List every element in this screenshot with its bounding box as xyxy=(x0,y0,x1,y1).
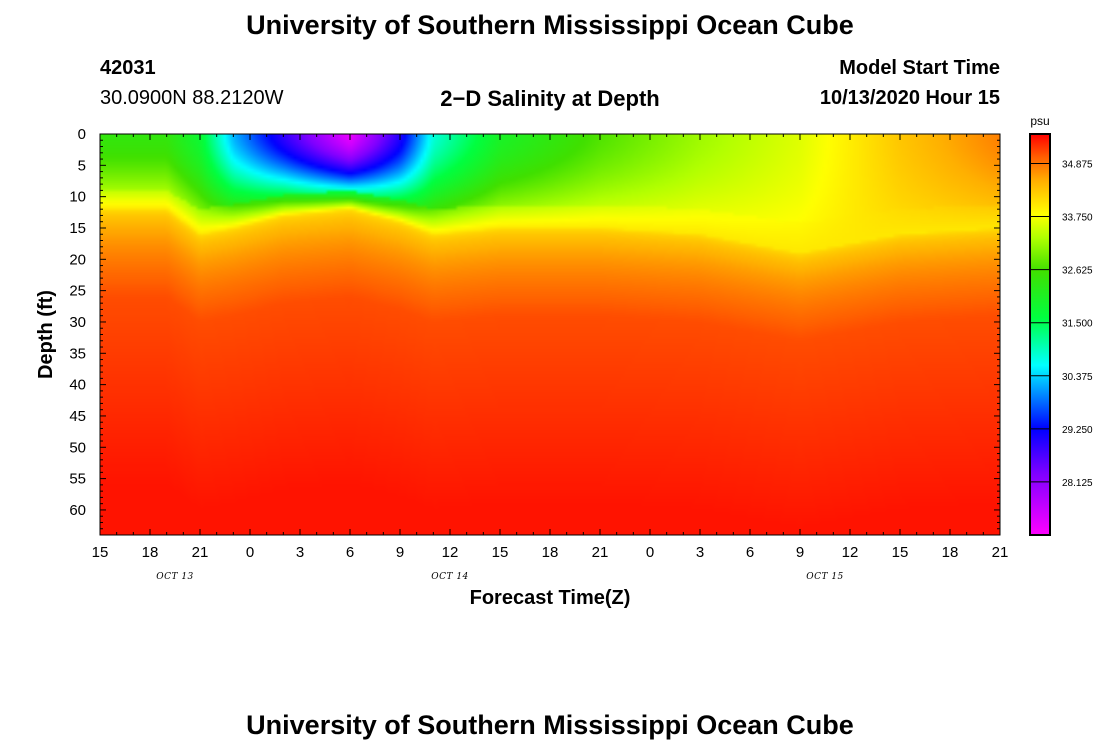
y-tick-label: 45 xyxy=(69,408,86,425)
y-tick-label: 50 xyxy=(69,439,86,456)
x-tick-label: 3 xyxy=(296,544,304,561)
x-tick-label: 3 xyxy=(696,544,704,561)
date-label: OCT 14 xyxy=(431,572,469,582)
colorbar-label: 31.500 xyxy=(1062,319,1093,330)
colorbar-label: 30.375 xyxy=(1062,372,1093,383)
bottom-title: University of Southern Mississippi Ocean… xyxy=(246,710,854,740)
x-tick-label: 6 xyxy=(346,544,354,561)
y-tick-label: 25 xyxy=(69,283,86,300)
x-tick-label: 6 xyxy=(746,544,754,561)
y-tick-label: 0 xyxy=(78,126,86,143)
date-label: OCT 13 xyxy=(156,572,194,582)
y-tick-label: 35 xyxy=(69,345,86,362)
x-tick-label: 18 xyxy=(542,544,559,561)
x-tick-label: 15 xyxy=(492,544,509,561)
y-tick-label: 40 xyxy=(69,377,86,394)
plot-title: 2−D Salinity at Depth xyxy=(440,86,660,111)
colorbar-label: 34.875 xyxy=(1062,159,1093,170)
x-tick-label: 9 xyxy=(796,544,804,561)
x-tick-label: 18 xyxy=(942,544,959,561)
colorbar-unit: psu xyxy=(1030,114,1049,128)
x-tick-label: 18 xyxy=(142,544,159,561)
x-tick-label: 15 xyxy=(92,544,109,561)
x-tick-label: 12 xyxy=(842,544,859,561)
y-tick-label: 30 xyxy=(69,314,86,331)
y-tick-label: 55 xyxy=(69,471,86,488)
y-axis-title: Depth (ft) xyxy=(35,290,57,379)
x-tick-label: 15 xyxy=(892,544,909,561)
y-tick-label: 20 xyxy=(69,251,86,268)
station-coords: 30.0900N 88.2120W xyxy=(100,87,284,109)
y-tick-label: 60 xyxy=(69,502,86,519)
y-tick-label: 5 xyxy=(78,157,86,174)
x-tick-label: 9 xyxy=(396,544,404,561)
date-label: OCT 15 xyxy=(806,572,844,582)
colorbar-label: 28.125 xyxy=(1062,478,1093,489)
x-tick-label: 0 xyxy=(246,544,254,561)
colorbar-label: 33.750 xyxy=(1062,213,1093,224)
salinity-heatmap xyxy=(100,134,1000,535)
station-id: 42031 xyxy=(100,57,156,79)
x-tick-label: 21 xyxy=(992,544,1009,561)
model-start-label: Model Start Time xyxy=(839,57,1000,79)
x-axis-title: Forecast Time(Z) xyxy=(470,587,631,609)
colorbar xyxy=(1029,133,1051,536)
x-tick-label: 21 xyxy=(192,544,209,561)
x-tick-label: 0 xyxy=(646,544,654,561)
y-tick-label: 15 xyxy=(69,220,86,237)
top-title: University of Southern Mississippi Ocean… xyxy=(246,10,854,40)
model-start-value: 10/13/2020 Hour 15 xyxy=(819,87,1000,109)
x-tick-label: 21 xyxy=(592,544,609,561)
colorbar-label: 29.250 xyxy=(1062,425,1093,436)
y-tick-label: 10 xyxy=(69,189,86,206)
x-tick-label: 12 xyxy=(442,544,459,561)
colorbar-label: 32.625 xyxy=(1062,266,1093,277)
